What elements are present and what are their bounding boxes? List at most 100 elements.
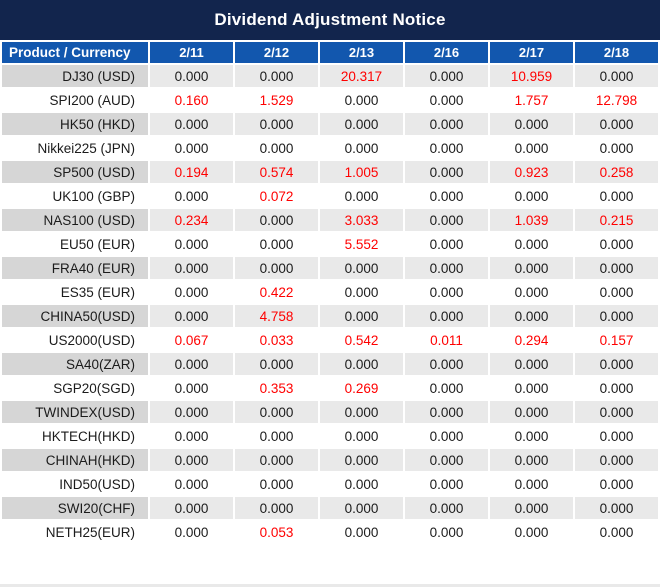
value-cell: 0.000 [405, 137, 488, 159]
product-cell: HKTECH(HKD) [2, 425, 148, 447]
value-cell: 0.000 [150, 281, 233, 303]
product-cell: DJ30 (USD) [2, 65, 148, 87]
value-cell: 0.000 [320, 401, 403, 423]
product-cell: NAS100 (USD) [2, 209, 148, 231]
value-cell: 0.574 [235, 161, 318, 183]
value-cell: 0.000 [235, 137, 318, 159]
value-cell: 0.000 [235, 497, 318, 519]
value-cell: 0.542 [320, 329, 403, 351]
value-cell: 0.000 [490, 473, 573, 495]
value-cell: 0.000 [490, 497, 573, 519]
value-cell: 0.000 [405, 281, 488, 303]
table-body: DJ30 (USD) 0.000 0.000 20.317 0.000 10.959 0.0… [2, 65, 658, 543]
product-cell: TWINDEX(USD) [2, 401, 148, 423]
value-cell: 0.072 [235, 185, 318, 207]
value-cell: 0.011 [405, 329, 488, 351]
value-cell: 0.000 [575, 425, 658, 447]
column-header-product: Product / Currency [2, 42, 148, 63]
column-header-date: 2/12 [235, 42, 318, 63]
value-cell: 0.000 [405, 377, 488, 399]
table-row: NAS100 (USD) 0.234 0.000 3.033 0.000 1.039 0.2… [2, 209, 658, 231]
column-header-date: 2/13 [320, 42, 403, 63]
value-cell: 0.000 [235, 425, 318, 447]
value-cell: 0.000 [150, 473, 233, 495]
value-cell: 0.000 [490, 305, 573, 327]
product-cell: SGP20(SGD) [2, 377, 148, 399]
value-cell: 0.000 [150, 257, 233, 279]
table-row: DJ30 (USD) 0.000 0.000 20.317 0.000 10.959 0.0… [2, 65, 658, 87]
value-cell: 0.000 [405, 89, 488, 111]
table-row: HK50 (HKD) 0.000 0.000 0.000 0.000 0.000 0.000 [2, 113, 658, 135]
column-header-date: 2/18 [575, 42, 658, 63]
value-cell: 0.000 [235, 473, 318, 495]
product-cell: IND50(USD) [2, 473, 148, 495]
value-cell: 1.757 [490, 89, 573, 111]
value-cell: 0.000 [150, 113, 233, 135]
value-cell: 0.000 [405, 209, 488, 231]
product-cell: US2000(USD) [2, 329, 148, 351]
value-cell: 4.758 [235, 305, 318, 327]
product-cell: EU50 (EUR) [2, 233, 148, 255]
value-cell: 0.000 [150, 377, 233, 399]
product-cell: ES35 (EUR) [2, 281, 148, 303]
product-cell: SWI20(CHF) [2, 497, 148, 519]
value-cell: 0.000 [575, 497, 658, 519]
value-cell: 0.000 [405, 449, 488, 471]
value-cell: 1.529 [235, 89, 318, 111]
product-cell: SA40(ZAR) [2, 353, 148, 375]
value-cell: 0.000 [320, 425, 403, 447]
value-cell: 0.923 [490, 161, 573, 183]
header-row: Product / Currency 2/11 2/12 2/13 2/16 2/17 2… [2, 42, 658, 63]
value-cell: 1.005 [320, 161, 403, 183]
value-cell: 0.000 [405, 353, 488, 375]
value-cell: 0.000 [405, 257, 488, 279]
table-row: CHINAH(HKD) 0.000 0.000 0.000 0.000 0.000 0.00… [2, 449, 658, 471]
value-cell: 0.000 [320, 137, 403, 159]
table-row: IND50(USD) 0.000 0.000 0.000 0.000 0.000 0.000 [2, 473, 658, 495]
table-row: FRA40 (EUR) 0.000 0.000 0.000 0.000 0.000 0.00… [2, 257, 658, 279]
table-row: UK100 (GBP) 0.000 0.072 0.000 0.000 0.000 0.00… [2, 185, 658, 207]
value-cell: 0.000 [235, 449, 318, 471]
value-cell: 0.000 [405, 425, 488, 447]
value-cell: 0.000 [405, 473, 488, 495]
value-cell: 0.000 [575, 137, 658, 159]
value-cell: 0.000 [405, 401, 488, 423]
value-cell: 0.000 [405, 521, 488, 543]
value-cell: 0.422 [235, 281, 318, 303]
value-cell: 0.000 [575, 233, 658, 255]
product-cell: CHINA50(USD) [2, 305, 148, 327]
value-cell: 0.000 [490, 377, 573, 399]
value-cell: 0.000 [235, 353, 318, 375]
value-cell: 0.000 [405, 113, 488, 135]
value-cell: 3.033 [320, 209, 403, 231]
value-cell: 0.000 [405, 65, 488, 87]
value-cell: 0.000 [405, 305, 488, 327]
value-cell: 0.000 [235, 65, 318, 87]
value-cell: 20.317 [320, 65, 403, 87]
product-cell: SP500 (USD) [2, 161, 148, 183]
value-cell: 0.000 [575, 113, 658, 135]
value-cell: 0.000 [320, 113, 403, 135]
value-cell: 0.067 [150, 329, 233, 351]
table-row: SP500 (USD) 0.194 0.574 1.005 0.000 0.923 0.25… [2, 161, 658, 183]
value-cell: 0.000 [235, 209, 318, 231]
value-cell: 0.000 [320, 521, 403, 543]
value-cell: 0.269 [320, 377, 403, 399]
product-cell: CHINAH(HKD) [2, 449, 148, 471]
value-cell: 0.000 [575, 305, 658, 327]
value-cell: 0.000 [150, 137, 233, 159]
value-cell: 0.000 [150, 305, 233, 327]
value-cell: 10.959 [490, 65, 573, 87]
table-row: NETH25(EUR) 0.000 0.053 0.000 0.000 0.000 0.00… [2, 521, 658, 543]
value-cell: 0.258 [575, 161, 658, 183]
value-cell: 0.234 [150, 209, 233, 231]
value-cell: 0.353 [235, 377, 318, 399]
value-cell: 0.215 [575, 209, 658, 231]
value-cell: 0.000 [490, 257, 573, 279]
value-cell: 0.000 [320, 473, 403, 495]
value-cell: 0.000 [490, 353, 573, 375]
value-cell: 0.000 [150, 401, 233, 423]
value-cell: 0.000 [575, 473, 658, 495]
value-cell: 0.000 [490, 281, 573, 303]
